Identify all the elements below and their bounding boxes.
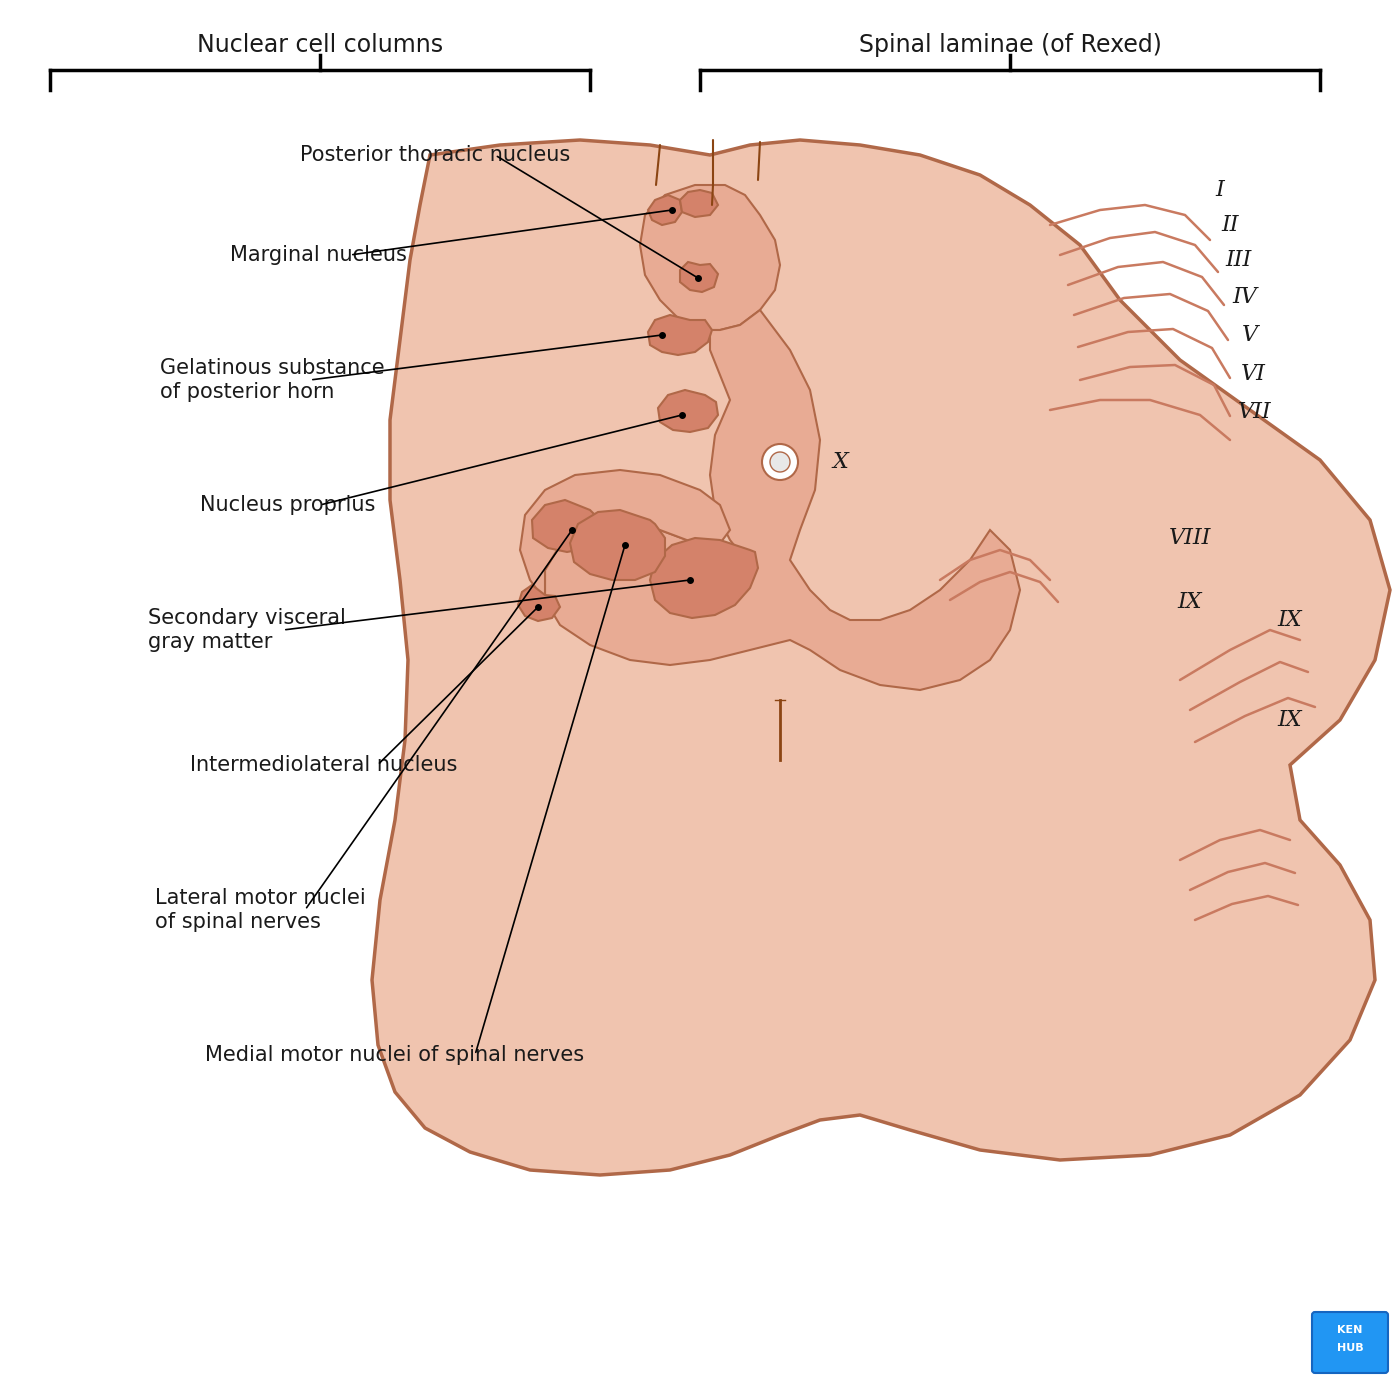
Polygon shape — [648, 315, 713, 356]
Text: Posterior thoracic nucleus: Posterior thoracic nucleus — [300, 146, 570, 165]
Text: Spinal laminae (of Rexed): Spinal laminae (of Rexed) — [858, 34, 1162, 57]
Text: KEN: KEN — [1337, 1324, 1362, 1336]
Circle shape — [770, 452, 790, 472]
Polygon shape — [648, 195, 682, 225]
Polygon shape — [640, 185, 780, 330]
Text: V: V — [1242, 323, 1259, 346]
FancyBboxPatch shape — [1312, 1312, 1387, 1373]
Polygon shape — [658, 391, 718, 433]
Text: Intermediolateral nucleus: Intermediolateral nucleus — [190, 755, 458, 776]
Text: X: X — [832, 451, 848, 473]
Circle shape — [762, 444, 798, 480]
Polygon shape — [372, 140, 1390, 1175]
Text: Medial motor nuclei of spinal nerves: Medial motor nuclei of spinal nerves — [204, 1044, 584, 1065]
Text: VI: VI — [1240, 363, 1266, 385]
Text: III: III — [1225, 249, 1252, 272]
Text: II: II — [1221, 214, 1239, 237]
Text: IX: IX — [1278, 609, 1302, 631]
Text: HUB: HUB — [1337, 1343, 1364, 1352]
Polygon shape — [519, 470, 729, 601]
Text: VII: VII — [1238, 400, 1271, 423]
Polygon shape — [650, 538, 757, 617]
Polygon shape — [680, 262, 718, 293]
Text: IX: IX — [1177, 591, 1203, 613]
Text: Lateral motor nuclei
of spinal nerves: Lateral motor nuclei of spinal nerves — [155, 888, 365, 932]
Text: Gelatinous substance
of posterior horn: Gelatinous substance of posterior horn — [160, 357, 385, 402]
Text: I: I — [1215, 179, 1225, 202]
Text: VIII: VIII — [1169, 526, 1211, 549]
Text: Secondary visceral
gray matter: Secondary visceral gray matter — [148, 608, 346, 652]
Polygon shape — [680, 190, 718, 217]
Text: Marginal nucleus: Marginal nucleus — [230, 245, 407, 265]
Text: IX: IX — [1278, 708, 1302, 731]
Polygon shape — [532, 500, 601, 552]
Polygon shape — [518, 585, 560, 622]
Text: Nuclear cell columns: Nuclear cell columns — [197, 34, 442, 57]
Polygon shape — [545, 309, 1021, 690]
Polygon shape — [570, 510, 665, 580]
Text: IV: IV — [1232, 286, 1257, 308]
Text: Nucleus proprius: Nucleus proprius — [200, 496, 375, 515]
